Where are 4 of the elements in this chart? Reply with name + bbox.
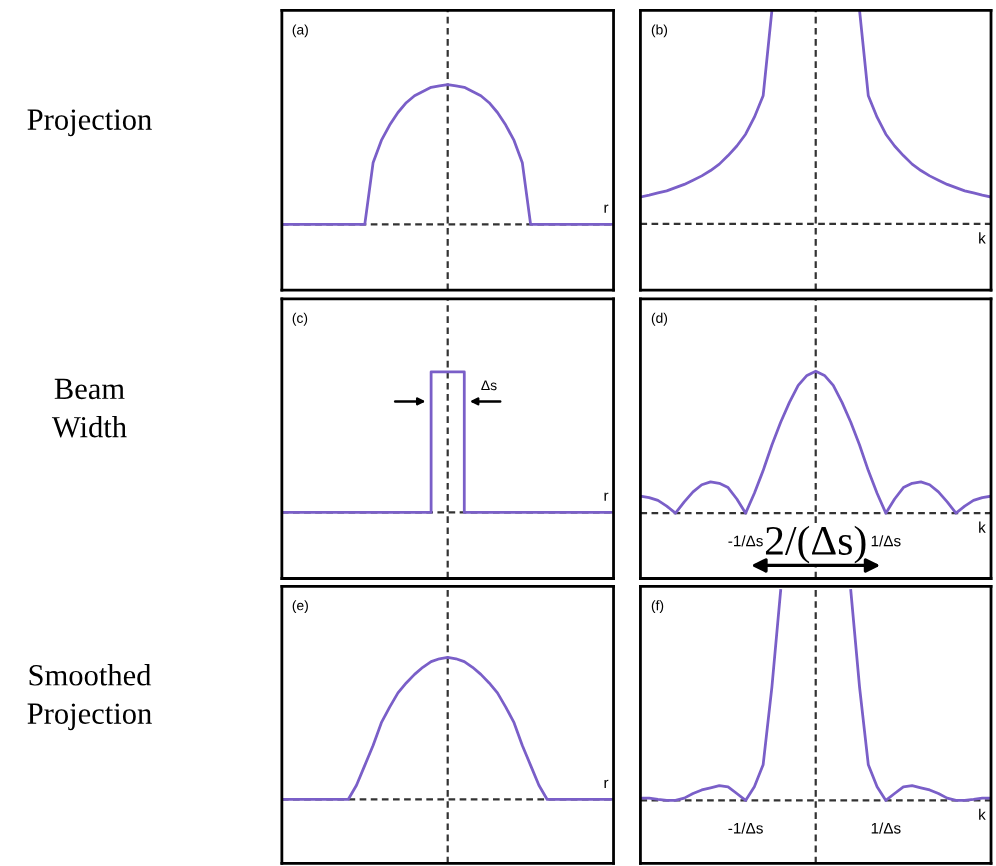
y-axis-title: Beam Width <box>51 378 127 438</box>
text: 2/(Δs) <box>765 525 866 564</box>
y-axis-title: Projection <box>27 109 152 137</box>
y-axis-title: Smoothed Projection <box>27 664 152 731</box>
